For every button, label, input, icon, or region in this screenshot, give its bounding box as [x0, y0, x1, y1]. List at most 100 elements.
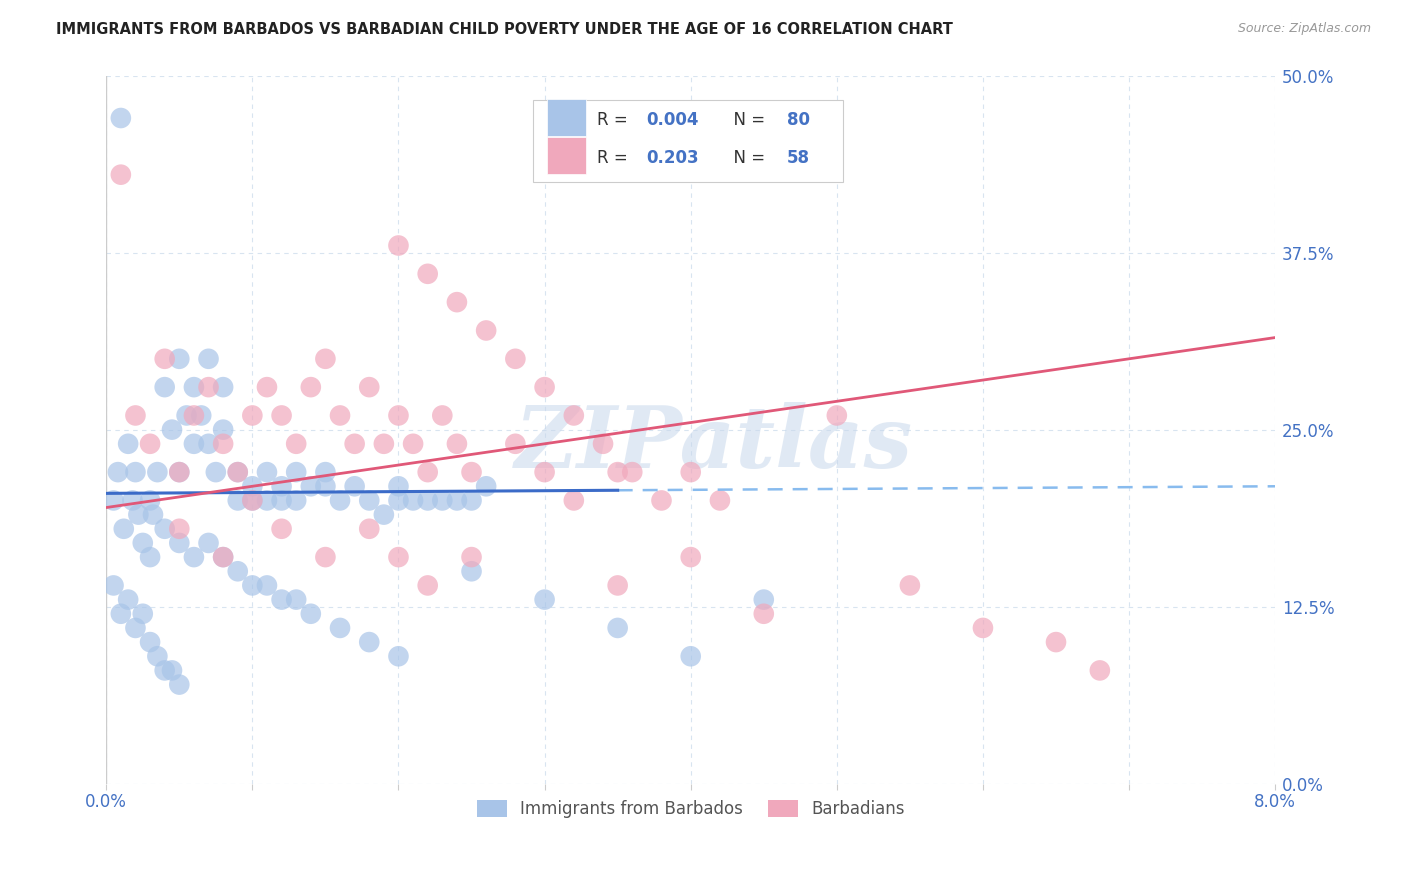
- Point: [299, 380, 322, 394]
- Point: [387, 479, 409, 493]
- Point: [256, 493, 278, 508]
- Text: ZIPatlas: ZIPatlas: [515, 402, 912, 485]
- Point: [197, 536, 219, 550]
- Text: 0.004: 0.004: [647, 112, 699, 129]
- Point: [533, 380, 555, 394]
- Point: [373, 508, 395, 522]
- Point: [446, 437, 468, 451]
- Point: [169, 522, 191, 536]
- Point: [160, 664, 183, 678]
- Point: [446, 493, 468, 508]
- Point: [183, 380, 205, 394]
- Point: [285, 465, 308, 479]
- Point: [359, 522, 381, 536]
- Point: [169, 465, 191, 479]
- Point: [107, 465, 129, 479]
- Point: [446, 295, 468, 310]
- Point: [226, 493, 249, 508]
- Point: [314, 351, 336, 366]
- Point: [709, 493, 731, 508]
- Point: [505, 437, 527, 451]
- Point: [169, 351, 191, 366]
- Point: [117, 437, 139, 451]
- Point: [533, 465, 555, 479]
- Point: [146, 649, 169, 664]
- Point: [153, 380, 176, 394]
- Point: [314, 550, 336, 565]
- Point: [621, 465, 644, 479]
- Point: [124, 621, 146, 635]
- Point: [329, 493, 352, 508]
- Point: [679, 649, 702, 664]
- Point: [387, 550, 409, 565]
- Text: R =: R =: [598, 112, 633, 129]
- Point: [359, 380, 381, 394]
- Point: [190, 409, 212, 423]
- Point: [169, 465, 191, 479]
- Point: [285, 592, 308, 607]
- Point: [475, 479, 498, 493]
- Point: [606, 465, 628, 479]
- Point: [416, 578, 439, 592]
- Point: [124, 465, 146, 479]
- Point: [475, 323, 498, 337]
- Point: [1088, 664, 1111, 678]
- Point: [460, 465, 482, 479]
- Point: [153, 522, 176, 536]
- Point: [402, 493, 425, 508]
- Point: [153, 351, 176, 366]
- Point: [679, 465, 702, 479]
- Point: [416, 465, 439, 479]
- Text: 0.203: 0.203: [647, 149, 699, 168]
- Point: [212, 423, 235, 437]
- Point: [197, 380, 219, 394]
- Text: 80: 80: [786, 112, 810, 129]
- Point: [146, 465, 169, 479]
- Text: 58: 58: [786, 149, 810, 168]
- Point: [562, 409, 585, 423]
- Point: [103, 493, 125, 508]
- Point: [359, 493, 381, 508]
- Point: [416, 493, 439, 508]
- Point: [226, 465, 249, 479]
- Point: [117, 592, 139, 607]
- Point: [285, 493, 308, 508]
- Point: [212, 380, 235, 394]
- Point: [505, 351, 527, 366]
- Point: [110, 607, 132, 621]
- Legend: Immigrants from Barbados, Barbadians: Immigrants from Barbados, Barbadians: [470, 794, 911, 825]
- Point: [256, 465, 278, 479]
- Text: R =: R =: [598, 149, 633, 168]
- Point: [197, 351, 219, 366]
- Point: [972, 621, 994, 635]
- Point: [460, 550, 482, 565]
- Point: [139, 550, 162, 565]
- Point: [825, 409, 848, 423]
- Point: [121, 493, 143, 508]
- Point: [270, 522, 292, 536]
- Point: [212, 550, 235, 565]
- Point: [387, 493, 409, 508]
- Point: [606, 578, 628, 592]
- Point: [387, 649, 409, 664]
- Point: [387, 409, 409, 423]
- Point: [533, 592, 555, 607]
- Point: [212, 550, 235, 565]
- Point: [285, 437, 308, 451]
- Point: [343, 479, 366, 493]
- Point: [183, 437, 205, 451]
- Point: [270, 409, 292, 423]
- Point: [373, 437, 395, 451]
- Point: [139, 493, 162, 508]
- Point: [270, 493, 292, 508]
- Point: [240, 409, 263, 423]
- Point: [592, 437, 614, 451]
- FancyBboxPatch shape: [533, 100, 842, 182]
- Point: [103, 578, 125, 592]
- Point: [240, 493, 263, 508]
- Point: [898, 578, 921, 592]
- Point: [387, 238, 409, 252]
- Point: [314, 479, 336, 493]
- Point: [606, 621, 628, 635]
- Point: [110, 168, 132, 182]
